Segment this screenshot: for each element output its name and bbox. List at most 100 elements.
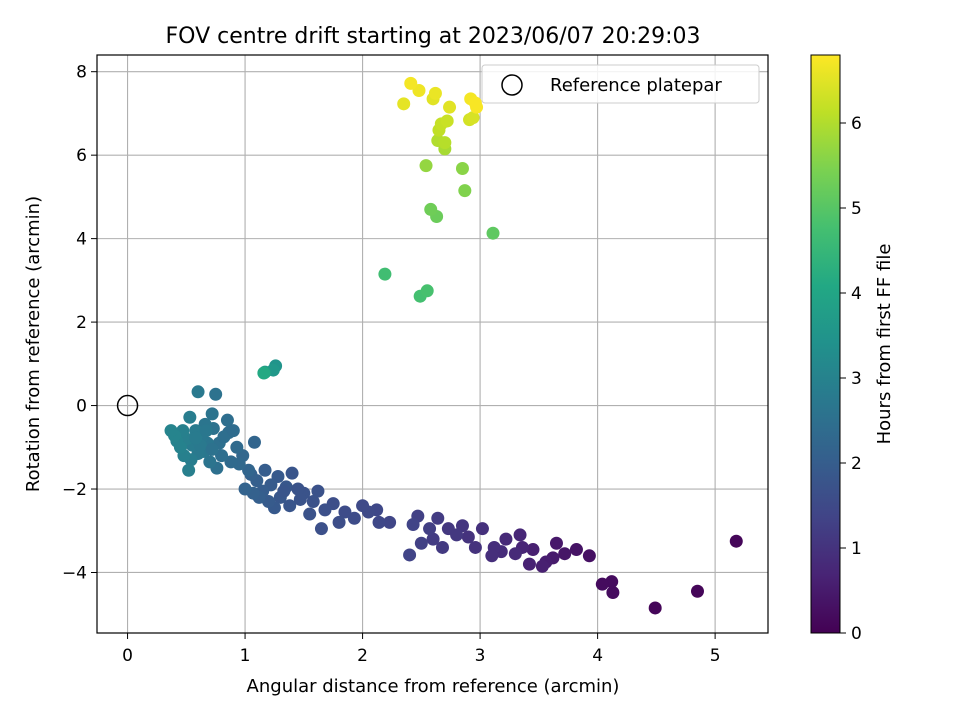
x-axis-ticks: 0 1 2 3 4 5 (122, 633, 721, 666)
data-point (428, 86, 442, 100)
x-axis-label: Angular distance from reference (arcmin) (247, 676, 620, 697)
data-point (378, 267, 392, 281)
x-tick-label: 4 (592, 646, 603, 666)
data-point (558, 547, 572, 561)
data-point (217, 430, 231, 444)
colorbar-tick-label: 3 (851, 369, 862, 389)
data-point (440, 114, 454, 128)
data-point (314, 522, 328, 536)
data-point (247, 435, 261, 449)
data-point (461, 530, 475, 544)
y-tick-label: 4 (76, 230, 87, 250)
data-point (182, 463, 196, 477)
data-point (372, 515, 386, 529)
plot-frame (96, 54, 769, 634)
data-point (522, 557, 536, 571)
data-point (306, 495, 320, 509)
colorbar-tick-label: 6 (851, 114, 862, 134)
data-point (347, 511, 361, 525)
data-point (485, 549, 499, 563)
data-point (224, 455, 238, 469)
data-point (424, 202, 438, 216)
data-point (311, 484, 325, 498)
data-point (205, 442, 219, 456)
data-point (230, 440, 244, 454)
x-tick-label: 0 (122, 646, 133, 666)
legend-box (481, 64, 760, 104)
data-point (332, 515, 346, 529)
data-point (475, 522, 489, 536)
data-point (164, 424, 178, 438)
data-point (318, 503, 332, 517)
data-point (199, 424, 213, 438)
reference-platepar-marker (116, 394, 139, 417)
data-point (420, 284, 434, 298)
colorbar-tick-label: 4 (851, 284, 862, 304)
data-point (595, 577, 609, 591)
data-point (466, 111, 480, 125)
data-point (535, 559, 549, 573)
reference-marker (116, 394, 139, 417)
data-point (242, 463, 256, 477)
data-point (441, 522, 455, 536)
colorbar-gradient (810, 54, 841, 634)
data-point (435, 540, 449, 554)
data-point (729, 534, 743, 548)
y-axis-ticks: −4 −2 0 2 4 6 8 (62, 63, 97, 583)
data-point (257, 366, 271, 380)
data-point (582, 549, 596, 563)
legend-reference-marker (501, 74, 523, 96)
colorbar-tick-label: 0 (851, 624, 862, 644)
data-point (303, 507, 317, 521)
data-point (423, 522, 437, 536)
y-tick-label: 0 (76, 397, 87, 417)
y-axis-label: Rotation from reference (arcmin) (23, 196, 44, 492)
legend-entry-reference-platepar: Reference platepar (550, 75, 722, 96)
x-tick-label: 2 (357, 646, 368, 666)
chart-title: FOV centre drift starting at 2023/06/07 … (166, 24, 701, 49)
y-tick-label: −4 (62, 563, 87, 583)
data-point (414, 536, 428, 550)
data-point (606, 586, 620, 600)
data-point (205, 407, 219, 421)
data-point (513, 528, 527, 542)
data-points (164, 76, 743, 615)
data-point (569, 543, 583, 557)
data-point (403, 548, 417, 562)
data-point (285, 466, 299, 480)
colorbar: 0 1 2 3 4 5 6 Hours from first FF file (810, 54, 895, 644)
data-point (526, 543, 540, 557)
y-tick-label: 6 (76, 146, 87, 166)
data-point (499, 532, 513, 546)
data-point (431, 511, 445, 525)
data-point (455, 162, 469, 176)
data-point (426, 532, 440, 546)
y-tick-label: −2 (62, 480, 87, 500)
data-point (356, 499, 370, 513)
data-point (238, 482, 252, 496)
data-point (508, 547, 522, 561)
data-point (215, 449, 229, 463)
colorbar-label: Hours from first FF file (874, 244, 895, 445)
data-point (486, 226, 500, 240)
y-tick-label: 2 (76, 313, 87, 333)
x-tick-label: 1 (240, 646, 251, 666)
data-point (191, 385, 205, 399)
data-point (438, 136, 452, 150)
data-point (383, 515, 397, 529)
data-point (293, 492, 307, 506)
data-point (226, 424, 240, 438)
legend: Reference platepar (481, 64, 760, 104)
data-point (277, 484, 291, 498)
data-point (203, 455, 217, 469)
data-point (406, 517, 420, 531)
data-point (419, 159, 433, 173)
colorbar-tick-label: 5 (851, 199, 862, 219)
y-tick-label: 8 (76, 63, 87, 83)
data-point (404, 76, 418, 90)
data-point (291, 482, 305, 496)
data-point (458, 184, 472, 198)
data-point (397, 97, 411, 111)
colorbar-tick-label: 1 (851, 539, 862, 559)
